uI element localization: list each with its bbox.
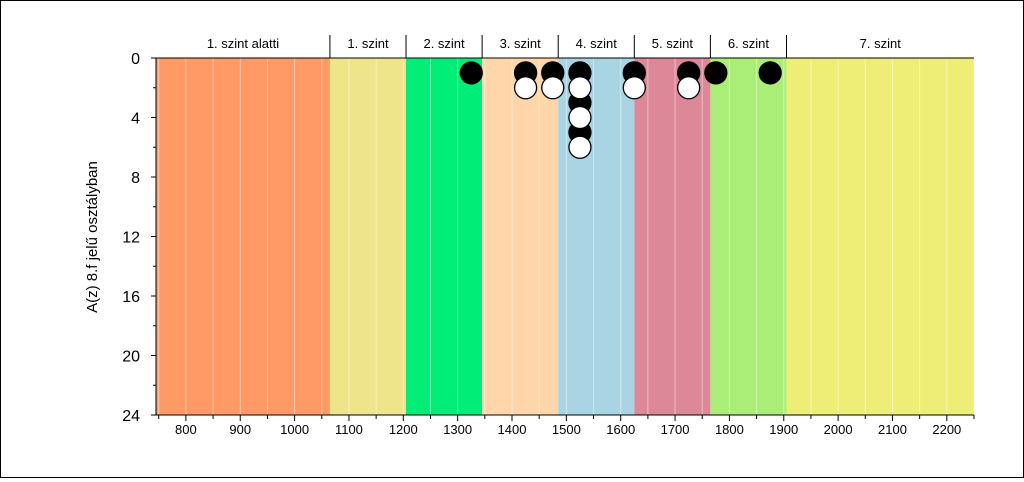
x-tick-label: 2200 (932, 422, 961, 437)
x-tick-label: 1500 (552, 422, 581, 437)
x-tick-label: 1600 (606, 422, 635, 437)
x-tick-label: 1100 (335, 422, 363, 437)
level-band (156, 58, 330, 415)
level-band (329, 58, 407, 415)
data-point-open (622, 76, 646, 100)
level-labels: 1. szint alatti 1. szint 2. szint 3. szint 4… (207, 35, 901, 58)
x-tick-label: 1300 (443, 422, 472, 437)
level-bands (156, 58, 974, 415)
y-tick-labels: 0 4 8 12 16 20 24 (122, 51, 140, 425)
level-band (634, 58, 711, 415)
y-tick-label: 0 (131, 51, 140, 68)
x-tick-label: 1700 (661, 422, 690, 437)
y-axis-label: A(z) 8.f jelű osztályban (84, 161, 101, 313)
data-point-open (568, 105, 592, 130)
x-tick-label: 2100 (878, 422, 907, 437)
x-tick-label: 900 (229, 422, 251, 437)
level-band (786, 58, 974, 415)
level-label: 1. szint alatti (207, 36, 279, 51)
data-point-open (541, 76, 565, 100)
data-point-open (568, 135, 592, 159)
data-point-open (513, 76, 538, 100)
y-tick-label: 12 (122, 230, 140, 247)
data-point-open (677, 76, 701, 100)
data-point-open (568, 76, 592, 100)
y-tick-label: 20 (122, 349, 140, 366)
x-tick-label: 1900 (769, 422, 798, 437)
axes (151, 57, 975, 421)
data-point-filled (704, 61, 728, 85)
x-tick-label: 2000 (824, 422, 853, 437)
x-tick-label: 1400 (498, 422, 527, 437)
y-tick-label: 8 (131, 170, 140, 187)
vertical-gridlines (158, 58, 975, 415)
level-band (482, 58, 559, 415)
level-band (710, 58, 787, 415)
data-point-filled (758, 61, 782, 85)
level-label: 4. szint (576, 36, 618, 51)
x-tick-label: 1200 (389, 422, 418, 437)
level-label: 6. szint (728, 36, 770, 51)
y-tick-label: 16 (122, 289, 140, 306)
y-tick-label: 24 (122, 408, 140, 425)
data-points (459, 61, 782, 159)
x-tick-label: 1800 (715, 422, 744, 437)
level-label: 5. szint (652, 36, 694, 51)
x-tick-label: 800 (175, 422, 197, 437)
level-label: 3. szint (500, 36, 542, 51)
level-label: 7. szint (860, 36, 902, 51)
data-point-filled (459, 61, 483, 85)
level-label: 2. szint (423, 36, 465, 51)
y-tick-label: 4 (131, 111, 140, 128)
x-tick-labels: 800 900 1000 1100 1200 1300 1400 1500 1600 1700 18… (175, 422, 961, 437)
level-band (558, 58, 635, 415)
level-band (406, 58, 483, 415)
x-tick-label: 1000 (280, 422, 309, 437)
level-label: 1. szint (347, 36, 389, 51)
